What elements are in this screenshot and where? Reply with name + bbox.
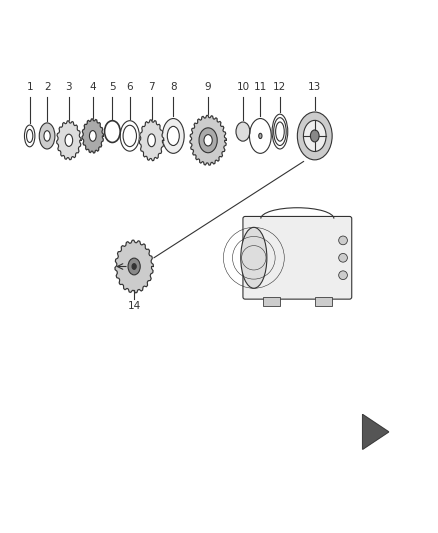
Ellipse shape — [259, 133, 262, 139]
Text: 4: 4 — [89, 83, 96, 92]
Text: 9: 9 — [205, 83, 212, 92]
Text: 14: 14 — [127, 301, 141, 311]
Polygon shape — [190, 115, 226, 165]
Ellipse shape — [128, 258, 140, 275]
Bar — [315, 297, 332, 305]
Ellipse shape — [199, 128, 217, 153]
Ellipse shape — [204, 135, 212, 146]
Bar — [262, 297, 280, 305]
Ellipse shape — [148, 134, 155, 147]
Ellipse shape — [297, 112, 332, 160]
Polygon shape — [82, 119, 103, 153]
Circle shape — [339, 271, 347, 279]
Ellipse shape — [241, 228, 267, 288]
Polygon shape — [115, 240, 153, 293]
Ellipse shape — [39, 123, 55, 149]
Text: 1: 1 — [26, 83, 33, 92]
Polygon shape — [363, 415, 389, 449]
Ellipse shape — [132, 264, 136, 269]
Text: 12: 12 — [273, 83, 286, 92]
FancyBboxPatch shape — [243, 216, 352, 299]
Ellipse shape — [162, 118, 184, 154]
Text: 6: 6 — [127, 83, 133, 92]
Text: 3: 3 — [66, 83, 72, 92]
Ellipse shape — [89, 131, 96, 141]
Ellipse shape — [311, 130, 319, 142]
Circle shape — [339, 236, 347, 245]
Text: 13: 13 — [308, 83, 321, 92]
Text: 5: 5 — [109, 83, 116, 92]
Ellipse shape — [304, 120, 326, 151]
Text: 2: 2 — [44, 83, 50, 92]
Polygon shape — [57, 121, 81, 160]
Ellipse shape — [44, 131, 50, 141]
Polygon shape — [139, 120, 164, 161]
Text: 8: 8 — [170, 83, 177, 92]
Ellipse shape — [236, 122, 250, 141]
Text: 7: 7 — [148, 83, 155, 92]
Circle shape — [339, 254, 347, 262]
Text: 10: 10 — [237, 83, 250, 92]
Text: 11: 11 — [254, 83, 267, 92]
Ellipse shape — [65, 134, 73, 147]
Ellipse shape — [167, 126, 179, 146]
